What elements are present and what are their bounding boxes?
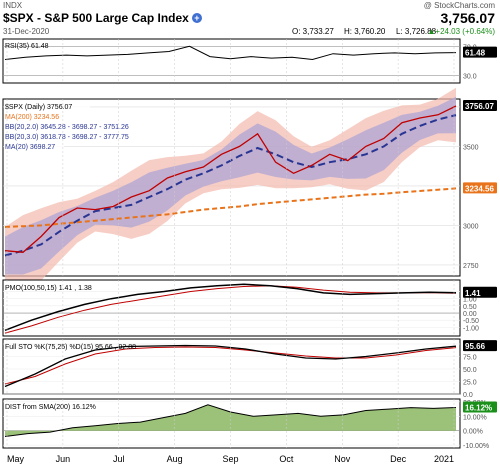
price-legend-bg <box>4 131 168 141</box>
high-value: H: 3,760.20 <box>344 27 386 36</box>
exchange-label: INDX <box>3 1 23 10</box>
low-value: L: 3,726.88 <box>396 27 437 36</box>
price-legend-item: MA(200) 3234.56 <box>5 114 59 121</box>
x-tick-label: Dec <box>390 454 407 464</box>
pmo-legend: PMO(100,50,15) 1.41 , 1.38 <box>5 285 92 292</box>
page-title: $SPX - S&P 500 Large Cap Index + <box>3 11 202 25</box>
change-value: ▲+24.03 (+0.64%) <box>427 27 495 36</box>
price-line <box>4 105 457 253</box>
ma200-last-label-bg <box>463 182 497 194</box>
x-tick-label: Jun <box>56 454 71 464</box>
pmo-tick-label: 0.00 <box>463 311 477 318</box>
x-tick-label: May <box>7 454 25 464</box>
sto-tick-label: 75.0 <box>463 355 477 362</box>
pmo-tick-label: -0.50 <box>463 318 479 325</box>
pmo-tick-label: -1.00 <box>463 325 479 332</box>
x-tick-label: Oct <box>279 454 294 464</box>
price-legend-bg <box>4 121 168 131</box>
pmo-tick-label: 0.50 <box>463 304 477 311</box>
rsi-line <box>4 45 457 61</box>
up-arrow-icon: ▲ <box>427 27 436 36</box>
price-legend-item: MA(20) 3698.27 <box>5 144 55 151</box>
price-legend-bg <box>4 141 65 151</box>
pmo-tick-label: 1.00 <box>463 297 477 304</box>
sto-last-label-bg <box>463 340 497 352</box>
price-legend-item: BB(20,2.0) 3645.28 - 3698.27 - 3751.26 <box>5 124 129 131</box>
price-legend-bg <box>4 111 69 121</box>
rsi-panel <box>2 38 461 84</box>
symbol-title: $SPX - S&P 500 Large Cap Index <box>3 11 189 25</box>
price-last-label-bg <box>463 99 497 111</box>
copyright-label: @ StockCharts.com <box>423 1 495 10</box>
date-label: 31-Dec-2020 <box>3 27 50 36</box>
price-last-label: 3756.07 <box>465 102 494 111</box>
x-tick-label: Nov <box>334 454 351 464</box>
rsi-legend: RSI(35) 61.48 <box>5 43 49 50</box>
price-tick-label: 2750 <box>463 263 479 270</box>
sto-tick-label: 0.0 <box>463 392 473 399</box>
x-tick-label: Sep <box>222 454 238 464</box>
x-tick-label: Jul <box>113 454 125 464</box>
add-symbol-button[interactable]: + <box>191 13 202 23</box>
rsi-last-label: 61.48 <box>465 49 486 58</box>
dist-legend: DIST from SMA(200) 16.12% <box>5 404 96 411</box>
dist-tick-label: 0.00% <box>463 429 483 436</box>
change-text: +24.03 (+0.64%) <box>435 27 495 36</box>
last-price: 3,756.07 <box>440 10 496 26</box>
dist-tick-label: 10.00% <box>463 414 487 421</box>
dist-last-label-bg <box>463 401 497 413</box>
pmo-last-label: 1.41 <box>465 289 481 298</box>
price-legend-item: BB(20,3.0) 3618.78 - 3698.27 - 3777.75 <box>5 134 129 141</box>
sto-last-label: 95.66 <box>465 342 486 351</box>
pmo-last-label-bg <box>463 286 497 298</box>
price-tick-label: 3500 <box>463 144 479 151</box>
bb-inner-band <box>5 96 456 275</box>
x-tick-label: Aug <box>167 454 183 464</box>
price-legend-item: $SPX (Daily) 3756.07 <box>5 104 72 111</box>
sto-tick-label: 50.0 <box>463 367 477 374</box>
pmo-panel <box>2 279 461 337</box>
sto-legend: Full STO %K(75,25) %D(15) 95.66 , 92.88 <box>5 344 136 351</box>
dist-tick-label: -10.00% <box>463 443 489 450</box>
dist-last-label: 16.12% <box>465 403 492 412</box>
x-tick-label: 2021 <box>434 454 454 464</box>
rsi-last-label-bg <box>463 46 497 58</box>
ma200-last-label: 3234.56 <box>465 184 494 193</box>
open-value: O: 3,733.27 <box>292 27 334 36</box>
price-legend-bg <box>4 101 90 111</box>
sto-tick-label: 25.0 <box>463 380 477 387</box>
rsi-tick-label: 30.0 <box>463 74 477 81</box>
price-tick-label: 3000 <box>463 223 479 230</box>
